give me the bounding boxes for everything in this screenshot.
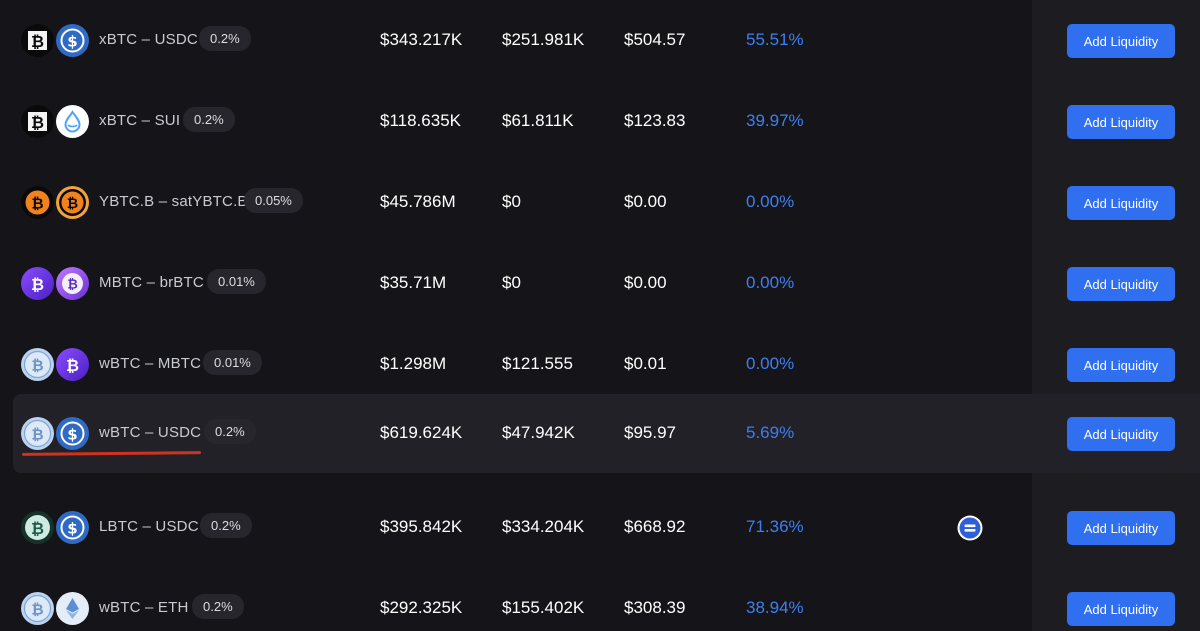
apr-value: 71.36% bbox=[746, 517, 804, 536]
volume-value: $155.402K bbox=[502, 598, 585, 617]
volume-value: $0 bbox=[502, 273, 521, 292]
pair-name: wBTC – ETH bbox=[99, 599, 189, 616]
svg-text:₿: ₿ bbox=[31, 113, 44, 132]
pair-name: wBTC – MBTC bbox=[99, 355, 202, 372]
fees-value: $0.00 bbox=[624, 192, 667, 211]
wbtc-icon: ₿ bbox=[21, 417, 54, 450]
wbtc-icon: ₿ bbox=[21, 592, 54, 625]
tvl-value: $35.71M bbox=[380, 273, 447, 292]
fee-tier-badge: 0.2% bbox=[200, 513, 252, 538]
xbtc-icon: ₿ bbox=[21, 105, 54, 138]
svg-text:₿: ₿ bbox=[67, 196, 78, 212]
apr-value: 0.00% bbox=[746, 192, 795, 211]
add-liquidity-button[interactable]: Add Liquidity bbox=[1067, 511, 1175, 545]
svg-text:₿: ₿ bbox=[31, 519, 44, 538]
fee-tier-badge: 0.05% bbox=[244, 188, 303, 213]
svg-text:$: $ bbox=[67, 520, 77, 538]
apr-value: 55.51% bbox=[746, 30, 804, 49]
add-liquidity-button[interactable]: Add Liquidity bbox=[1067, 348, 1175, 382]
tvl-value: $1.298M bbox=[380, 354, 447, 373]
mbtc-icon: ₿ bbox=[21, 267, 54, 300]
tvl-value: $118.635K bbox=[380, 111, 461, 130]
pair-name: xBTC – SUI bbox=[99, 112, 181, 129]
pair-name: xBTC – USDC bbox=[99, 31, 198, 48]
volume-value: $0 bbox=[502, 192, 521, 211]
svg-text:₿: ₿ bbox=[67, 278, 78, 293]
eth-icon bbox=[56, 592, 89, 625]
volume-value: $334.204K bbox=[502, 517, 585, 536]
pool-row-wbtc-eth[interactable]: ₿ wBTC – ETH 0.2% $292.325K $155.402K $3… bbox=[0, 568, 1200, 631]
fee-tier-badge: 0.2% bbox=[192, 594, 244, 619]
add-liquidity-button[interactable]: Add Liquidity bbox=[1067, 592, 1175, 626]
svg-text:₿: ₿ bbox=[31, 426, 43, 444]
xbtc-icon: ₿ bbox=[21, 24, 54, 57]
apr-value: 0.00% bbox=[746, 273, 795, 292]
volume-value: $251.981K bbox=[502, 30, 585, 49]
svg-text:$: $ bbox=[67, 426, 77, 444]
fees-value: $308.39 bbox=[624, 598, 686, 617]
pool-row-ybtc-satybtc[interactable]: ₿ ₿ YBTC.B – satYBTC.B 0.05% $45.786M $0… bbox=[0, 162, 1200, 243]
fees-value: $95.97 bbox=[624, 423, 676, 442]
wbtc-icon: ₿ bbox=[21, 348, 54, 381]
annotation-underline bbox=[21, 451, 202, 456]
volume-value: $47.942K bbox=[502, 423, 575, 442]
sui-icon bbox=[56, 105, 89, 138]
apr-value: 5.69% bbox=[746, 423, 795, 442]
volume-value: $121.555 bbox=[502, 354, 573, 373]
pair-name: LBTC – USDC bbox=[99, 518, 199, 535]
fee-tier-badge: 0.01% bbox=[203, 350, 262, 375]
tvl-value: $619.624K bbox=[380, 423, 463, 442]
pool-row-mbtc-brbtc[interactable]: ₿ ₿ MBTC – brBTC 0.01% $35.71M $0 $0.00 … bbox=[0, 243, 1200, 324]
add-liquidity-button[interactable]: Add Liquidity bbox=[1067, 105, 1175, 139]
pool-row-xbtc-usdc[interactable]: ₿ $ xBTC – USDC 0.2% $343.217K $251.981K… bbox=[0, 0, 1200, 81]
svg-text:₿: ₿ bbox=[31, 601, 43, 619]
svg-text:₿: ₿ bbox=[66, 356, 79, 375]
fees-value: $0.01 bbox=[624, 354, 667, 373]
apr-value: 39.97% bbox=[746, 111, 804, 130]
pool-row-xbtc-sui[interactable]: ₿ xBTC – SUI 0.2% $118.635K $61.811K $12… bbox=[0, 81, 1200, 162]
fees-value: $123.83 bbox=[624, 111, 686, 130]
fee-tier-badge: 0.2% bbox=[183, 107, 235, 132]
pool-row-wbtc-usdc[interactable]: ₿ $ wBTC – USDC 0.2% $619.624K $47.942K … bbox=[0, 393, 1200, 474]
mbtc-icon: ₿ bbox=[56, 348, 89, 381]
add-liquidity-button[interactable]: Add Liquidity bbox=[1067, 417, 1175, 451]
equal-icon[interactable] bbox=[957, 515, 983, 541]
fees-value: $0.00 bbox=[624, 273, 667, 292]
pair-name: YBTC.B – satYBTC.B bbox=[99, 193, 248, 210]
usdc-icon: $ bbox=[56, 417, 89, 450]
pair-name: wBTC – USDC bbox=[99, 424, 202, 441]
brbtc-icon: ₿ bbox=[56, 267, 89, 300]
fees-value: $668.92 bbox=[624, 517, 686, 536]
svg-text:₿: ₿ bbox=[31, 32, 44, 51]
fee-tier-badge: 0.2% bbox=[199, 26, 251, 51]
lbtc-icon: ₿ bbox=[21, 511, 54, 544]
usdc-icon: $ bbox=[56, 511, 89, 544]
add-liquidity-button[interactable]: Add Liquidity bbox=[1067, 186, 1175, 220]
usdc-icon: $ bbox=[56, 24, 89, 57]
ybtc-icon: ₿ bbox=[21, 186, 54, 219]
add-liquidity-button[interactable]: Add Liquidity bbox=[1067, 267, 1175, 301]
apr-value: 38.94% bbox=[746, 598, 804, 617]
pool-row-lbtc-usdc[interactable]: ₿ $ LBTC – USDC 0.2% $395.842K $334.204K… bbox=[0, 487, 1200, 568]
svg-text:₿: ₿ bbox=[31, 275, 44, 294]
fees-value: $504.57 bbox=[624, 30, 686, 49]
pool-row-wbtc-mbtc[interactable]: ₿ ₿ wBTC – MBTC 0.01% $1.298M $121.555 $… bbox=[0, 324, 1200, 405]
fee-tier-badge: 0.2% bbox=[204, 419, 256, 444]
svg-text:₿: ₿ bbox=[31, 195, 43, 213]
volume-value: $61.811K bbox=[502, 111, 574, 130]
tvl-value: $45.786M bbox=[380, 192, 456, 211]
add-liquidity-button[interactable]: Add Liquidity bbox=[1067, 24, 1175, 58]
tvl-value: $395.842K bbox=[380, 517, 463, 536]
svg-text:$: $ bbox=[67, 33, 77, 51]
satybtc-icon: ₿ bbox=[56, 186, 89, 219]
apr-value: 0.00% bbox=[746, 354, 795, 373]
svg-text:₿: ₿ bbox=[31, 357, 43, 375]
tvl-value: $343.217K bbox=[380, 30, 463, 49]
fee-tier-badge: 0.01% bbox=[207, 269, 266, 294]
pair-name: MBTC – brBTC bbox=[99, 274, 204, 291]
tvl-value: $292.325K bbox=[380, 598, 463, 617]
